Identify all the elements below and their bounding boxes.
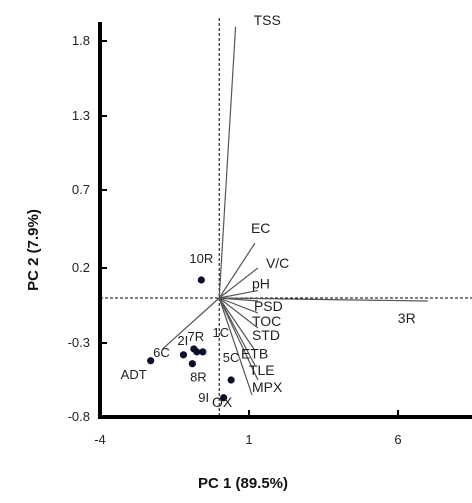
point-label-5c: 5C (223, 350, 240, 365)
vector-label-toc: TOC (252, 313, 281, 329)
vector-label-etb: ETB (241, 345, 268, 361)
point-2i (193, 348, 201, 356)
vector-tle (218, 297, 256, 366)
point-adt (147, 357, 155, 365)
vector-etb (218, 297, 256, 351)
vector-label-tle: TLE (249, 362, 275, 378)
vector-ec (218, 242, 256, 299)
vector-vc (218, 267, 259, 299)
x-tick-label: 6 (394, 432, 401, 447)
point-label-7r: 7R (188, 329, 205, 344)
vector-label-psd: PSD (254, 298, 283, 314)
vector-3r (219, 297, 428, 302)
vector-label-ec: EC (251, 220, 270, 236)
point-label-adt: ADT (121, 367, 147, 382)
point-label-8r: 8R (190, 370, 207, 385)
vector-unlabeled (162, 297, 220, 350)
vector-label-tss: TSS (254, 12, 281, 28)
vector-label-ox: OX (212, 394, 233, 410)
x-tick-label: 1 (245, 432, 252, 447)
point-label-6c: 6C (153, 345, 170, 360)
vector-ox (218, 297, 253, 395)
point-label-9i: 9I (198, 390, 209, 405)
point-label-2i: 2I (177, 333, 188, 348)
point-8r (188, 360, 196, 368)
y-tick-label: -0.8 (68, 409, 90, 424)
point-10r (197, 276, 205, 284)
vector-label-mpx: MPX (252, 379, 283, 395)
y-axis-title: PC 2 (7.9%) (25, 209, 42, 291)
vector-std (218, 297, 259, 329)
vector-mpx (218, 297, 259, 381)
point-label-10r: 10R (189, 251, 213, 266)
point-6c (179, 351, 188, 359)
y-tick-label: 1.8 (72, 33, 90, 48)
vector-label-ph: pH (252, 276, 270, 292)
point-label-1c: 1C (212, 325, 229, 340)
y-tick-label: -0.3 (68, 335, 90, 350)
x-axis-title: PC 1 (89.5%) (198, 475, 288, 492)
vector-tss (218, 26, 237, 299)
vector-label-3r: 3R (398, 310, 416, 326)
vector-toc (218, 297, 259, 314)
point-5c (227, 376, 235, 384)
point-1c (199, 348, 207, 356)
y-tick-label: 0.2 (72, 260, 90, 275)
vector-ph (219, 289, 259, 299)
x-tick-label: -4 (94, 432, 106, 447)
vector-label-std: STD (252, 327, 280, 343)
point-9i (220, 394, 228, 402)
y-tick-label: 0.7 (72, 182, 90, 197)
y-tick-label: 1.3 (72, 108, 90, 123)
vector-label-vc: V/C (266, 255, 289, 271)
